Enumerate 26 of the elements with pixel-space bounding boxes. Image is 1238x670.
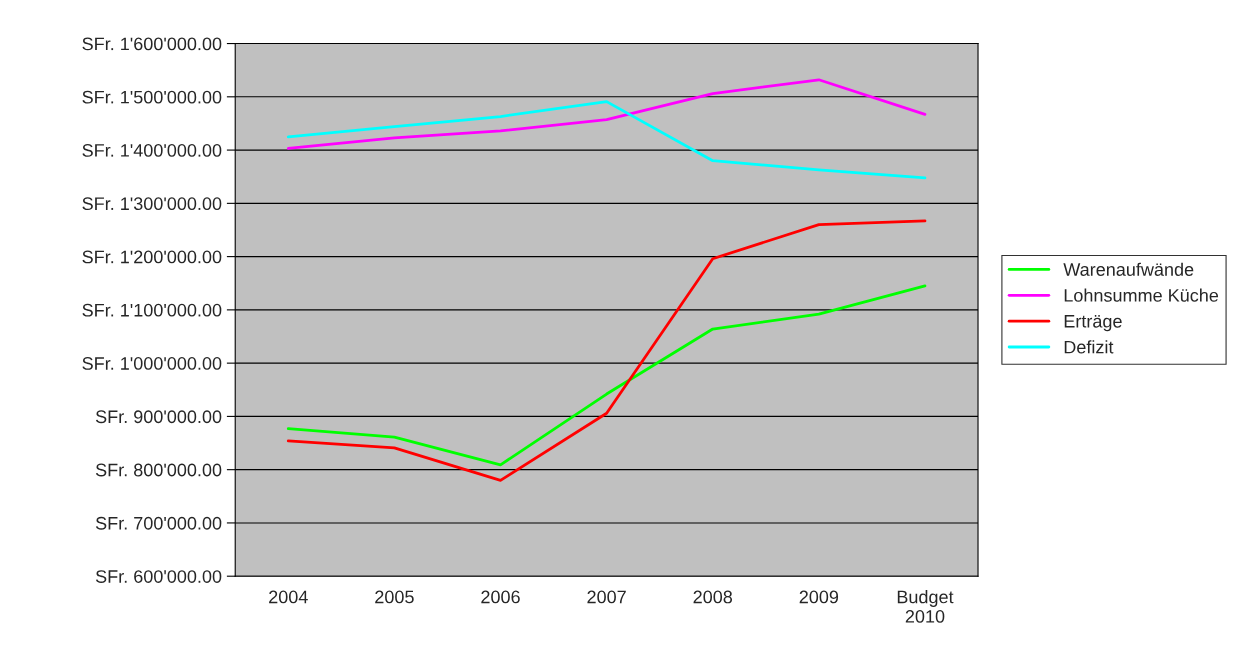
- x-tick-label: 2008: [693, 590, 733, 604]
- y-tick-label: SFr. 1'200'000.00: [82, 250, 222, 264]
- y-tick-label: SFr. 1'600'000.00: [82, 37, 222, 51]
- y-tick-label: SFr. 1'400'000.00: [82, 144, 222, 157]
- line-series: [286, 78, 927, 150]
- y-tick-label: SFr. 600'000.00: [95, 570, 222, 583]
- y-tick-label: SFr. 1'500'000.00: [82, 90, 222, 104]
- x-tick-label: Budget 2010: [897, 590, 954, 623]
- legend-label: Erträge: [1064, 315, 1122, 332]
- legend-label: Warenaufwände: [1063, 262, 1194, 276]
- legend-label: Lohnsumme Küche: [1064, 288, 1219, 302]
- y-tick-label: SFr. 1'300'000.00: [82, 197, 222, 211]
- legend-label: Defizit: [1064, 340, 1114, 354]
- line-series: [286, 284, 927, 467]
- y-tick-label: SFr. 700'000.00: [95, 516, 222, 530]
- y-tick-label: SFr. 1'000'000.00: [82, 357, 222, 370]
- y-tick-label: SFr. 900'000.00: [95, 410, 222, 424]
- x-tick-label: 2005: [375, 590, 414, 604]
- x-tick-label: 2004: [269, 590, 308, 604]
- y-tick-label: SFr. 1'100'000.00: [82, 303, 222, 317]
- x-tick-label: 2009: [799, 590, 839, 604]
- y-tick-label: SFr. 800'000.00: [95, 463, 222, 477]
- x-tick-label: 2007: [587, 590, 626, 604]
- line-series: [286, 219, 927, 482]
- x-tick-label: 2006: [481, 590, 520, 604]
- line-series: [286, 100, 927, 180]
